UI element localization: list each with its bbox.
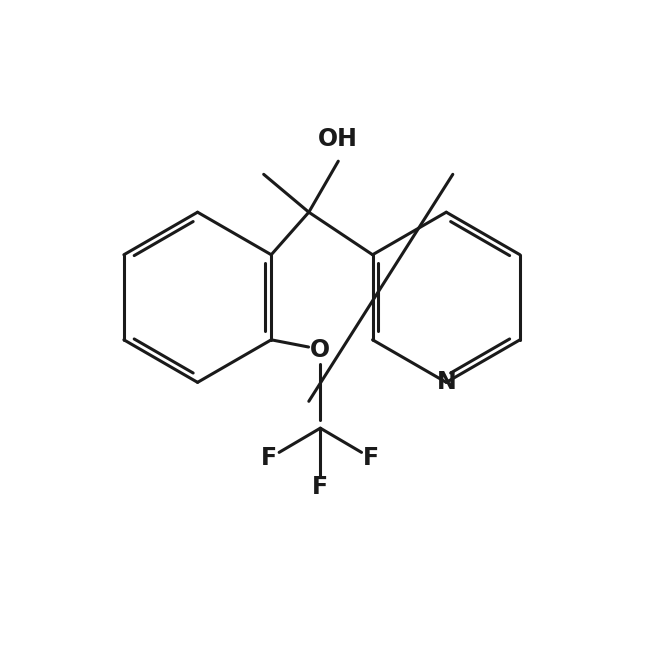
Text: OH: OH	[318, 127, 358, 151]
Text: F: F	[312, 475, 328, 499]
Text: O: O	[310, 338, 330, 362]
Text: F: F	[261, 446, 277, 470]
Text: N: N	[436, 370, 456, 395]
Text: F: F	[363, 446, 379, 470]
